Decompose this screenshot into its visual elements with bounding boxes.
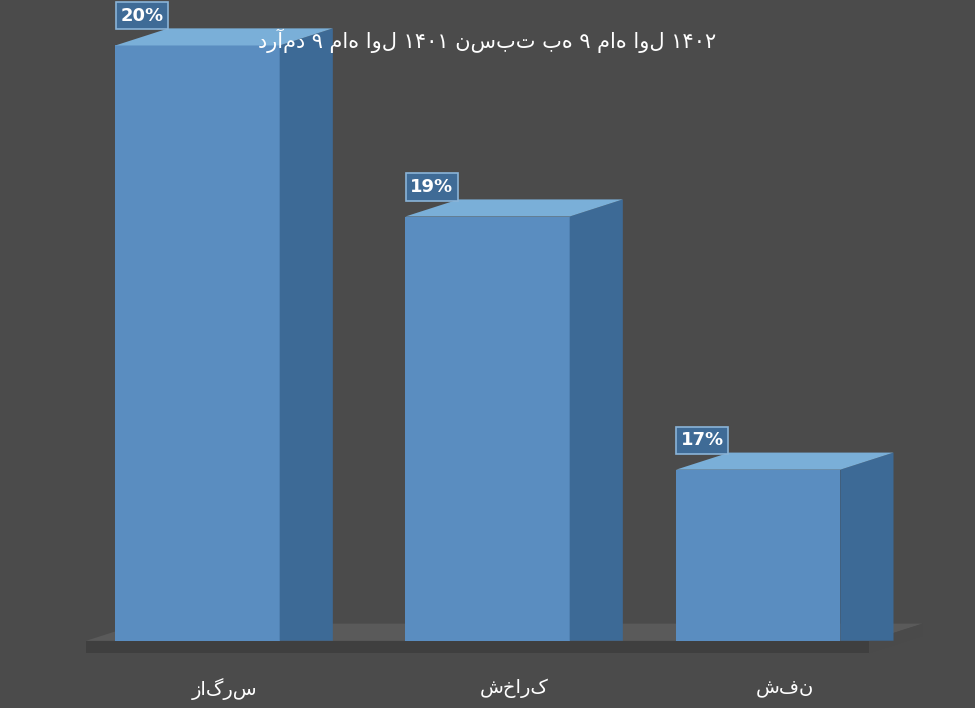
- Polygon shape: [115, 28, 332, 45]
- Text: شخارک: شخارک: [480, 678, 549, 698]
- Polygon shape: [87, 624, 922, 641]
- Polygon shape: [840, 452, 893, 641]
- Polygon shape: [676, 469, 840, 641]
- Text: 19%: 19%: [410, 178, 453, 196]
- Text: 20%: 20%: [120, 7, 163, 25]
- Text: 17%: 17%: [681, 431, 724, 449]
- Text: درآمد ۹ ماه اول ۱۴۰۱ نسبت به ۹ ماه اول ۱۴۰۲: درآمد ۹ ماه اول ۱۴۰۱ نسبت به ۹ ماه اول ۱…: [258, 28, 717, 52]
- Polygon shape: [406, 217, 569, 641]
- Polygon shape: [569, 200, 623, 641]
- Polygon shape: [87, 641, 870, 653]
- Polygon shape: [676, 452, 893, 469]
- Text: شفن: شفن: [756, 678, 814, 697]
- Polygon shape: [115, 45, 280, 641]
- Polygon shape: [870, 624, 922, 653]
- Polygon shape: [280, 28, 332, 641]
- Polygon shape: [406, 200, 623, 217]
- Text: زاگرس: زاگرس: [191, 678, 256, 700]
